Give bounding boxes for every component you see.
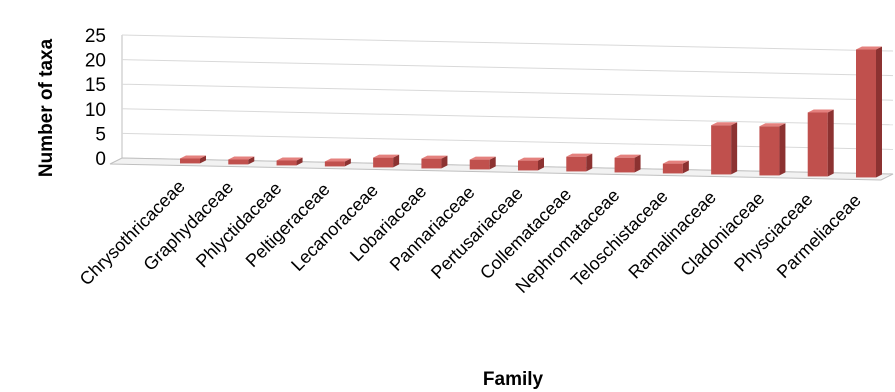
bar-top [324,158,351,162]
grid-line-25 [121,34,894,52]
bar-side [296,157,303,166]
bar-side [634,154,641,173]
bar-front [662,163,683,174]
bar-front [180,158,200,164]
category-label: Lecanoraceae [287,180,382,275]
bar-side [682,160,689,174]
bar-side [393,154,400,168]
bar-top [856,46,882,50]
y-tick-label: 15 [85,75,106,96]
bar-side [876,46,882,178]
bar-phlyctidaceae [276,157,303,166]
bar-nephromataceae [614,154,641,173]
bar-top [759,123,786,127]
bar-top [711,122,738,126]
bar-pertusariaceae [518,157,544,171]
bar-front [324,161,345,167]
bar-front [759,126,780,176]
bar-top [276,157,303,161]
y-tick-label: 5 [95,124,106,145]
bar-side [731,122,738,175]
bar-lecanoraceae [373,154,400,168]
bar-top [373,154,400,158]
bar-ramalinaceae [711,122,738,175]
category-label: Phlyctidaceae [192,178,285,271]
bar-physciaceae [807,109,834,177]
bar-side [441,155,448,169]
bar-top [566,153,593,157]
bar-teloschistaceae [662,160,689,174]
y-tick-label: 25 [85,26,106,47]
bar-front [614,157,635,173]
bar-side [538,157,544,171]
bar-side [489,156,496,170]
bar-front [373,157,394,168]
bar-collemataceae [566,153,593,172]
bar-side [779,123,786,176]
bar-chrysothricaceae [180,155,206,164]
bar-front [228,159,249,165]
bar-parmeliaceae [856,46,882,178]
bar-side [200,155,206,164]
bar-peltigeraceae [324,158,351,167]
bar-top [228,156,255,160]
bar-front [276,160,297,166]
grid-line-10 [121,108,894,126]
bars [180,46,882,178]
bar-top [180,155,206,159]
bar-front [566,156,587,172]
category-labels: ChrysothricaceaeGraphydaceaePhlyctidacea… [76,176,865,297]
grid-line-15 [121,83,894,101]
bar-top [518,157,544,161]
bar-cladoniaceae [759,123,786,176]
bar-top [807,109,834,113]
bar-graphydaceae [228,156,255,165]
bar-top [469,156,496,160]
bar-side [586,153,593,172]
y-tick-label: 0 [95,149,106,170]
y-tick-label: 20 [85,51,106,72]
bar-lobariaceae [421,155,448,169]
x-axis-title: Family [483,369,544,390]
y-tick-label: 10 [85,100,106,121]
grid-line-20 [121,59,894,77]
bar-front [711,125,732,175]
category-label: Ramalinaceae [624,187,720,283]
bar-side [344,158,351,167]
category-label: Pannariaceae [386,182,479,275]
y-tick-labels: 0 5 10 15 20 25 [85,26,106,170]
bar-pannariaceae [469,156,496,170]
bar-top [614,154,641,158]
bar-front [807,112,828,177]
bar-front [421,158,442,169]
bar-side [248,156,255,165]
bar-top [421,155,448,159]
y-axis-title: Number of taxa [36,38,57,177]
bar-front [856,49,876,178]
bar-side [827,109,834,177]
bar-top [662,160,689,164]
bar-front [518,160,538,171]
bar-front [469,159,490,170]
